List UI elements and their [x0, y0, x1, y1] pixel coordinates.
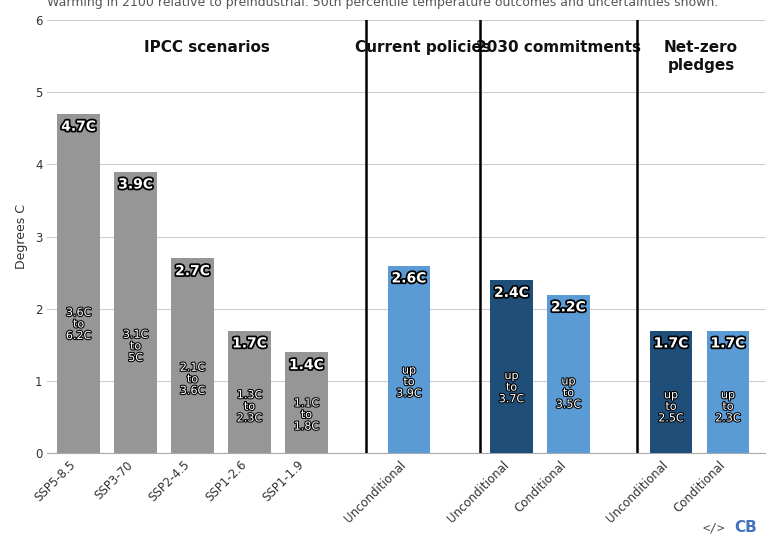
Text: Warming in 2100 relative to preindustrial. 50th percentile temperature outcomes : Warming in 2100 relative to preindustria…: [48, 0, 718, 9]
Bar: [57, 114, 100, 454]
Text: 1.7C: 1.7C: [654, 336, 689, 350]
Text: 1.3C
to
2.3C: 1.3C to 2.3C: [237, 390, 262, 423]
Text: 2.6C: 2.6C: [392, 272, 427, 286]
Text: up
to
2.5C: up to 2.5C: [658, 390, 684, 423]
Bar: [388, 266, 431, 454]
Text: IPCC scenarios: IPCC scenarios: [144, 40, 270, 55]
Bar: [707, 330, 750, 454]
Text: 3.1C
to
5C: 3.1C to 5C: [123, 330, 148, 363]
Text: 1.4C: 1.4C: [289, 358, 324, 372]
Bar: [285, 352, 328, 454]
Text: 2.2C: 2.2C: [551, 300, 586, 314]
Bar: [229, 330, 271, 454]
Text: </>: </>: [703, 522, 725, 535]
Bar: [547, 294, 590, 454]
Bar: [114, 172, 157, 454]
Text: 2.4C: 2.4C: [494, 286, 529, 300]
Text: 1.7C: 1.7C: [711, 336, 746, 350]
Text: up
to
3.7C: up to 3.7C: [498, 371, 524, 404]
Text: 2030 commitments: 2030 commitments: [476, 40, 641, 55]
Text: 4.7C: 4.7C: [61, 120, 96, 134]
Y-axis label: Degrees C: Degrees C: [15, 204, 28, 269]
Text: up
to
3.5C: up to 3.5C: [556, 376, 581, 410]
Bar: [490, 280, 533, 454]
Text: 2.7C: 2.7C: [176, 264, 210, 278]
Text: 3.6C
to
6.2C: 3.6C to 6.2C: [66, 308, 91, 341]
Text: Net-zero
pledges: Net-zero pledges: [664, 40, 738, 72]
Text: Current policies: Current policies: [356, 40, 491, 55]
Text: 1.7C: 1.7C: [232, 336, 267, 350]
Text: up
to
2.3C: up to 2.3C: [715, 390, 741, 423]
Text: 2.1C
to
3.6C: 2.1C to 3.6C: [180, 363, 205, 396]
Bar: [171, 259, 214, 454]
Text: up
to
3.9C: up to 3.9C: [396, 366, 422, 399]
Text: 1.1C
to
1.8C: 1.1C to 1.8C: [294, 399, 319, 431]
Text: 3.9C: 3.9C: [119, 178, 153, 192]
Text: CB: CB: [734, 519, 757, 535]
Bar: [650, 330, 693, 454]
